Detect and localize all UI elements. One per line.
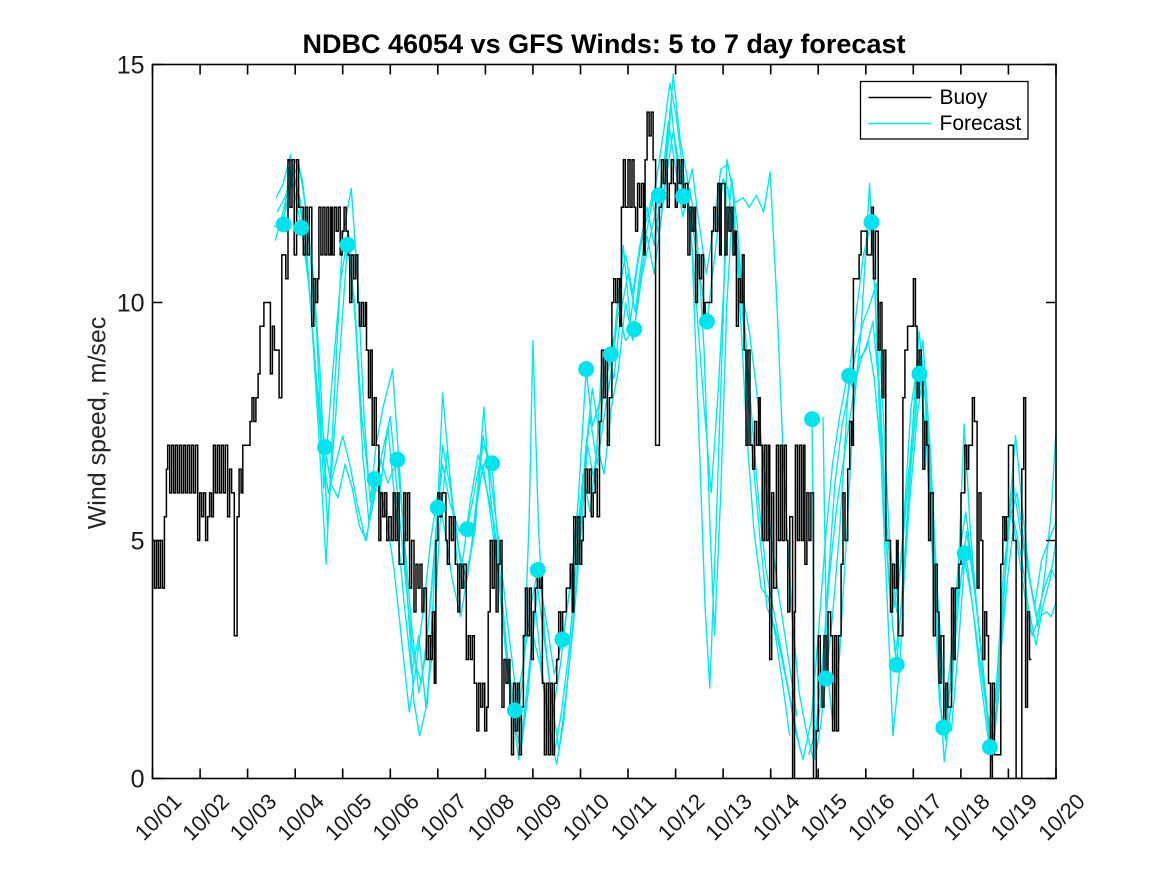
svg-text:5: 5 <box>131 528 145 556</box>
svg-text:0: 0 <box>131 766 145 794</box>
svg-text:Wind speed, m/sec: Wind speed, m/sec <box>84 317 112 530</box>
svg-text:10: 10 <box>117 290 145 318</box>
svg-text:Buoy: Buoy <box>940 86 988 109</box>
svg-text:NDBC 46054 vs GFS Winds: 5 to: NDBC 46054 vs GFS Winds: 5 to 7 day fore… <box>303 29 906 59</box>
svg-text:15: 15 <box>117 52 145 80</box>
svg-text:Forecast: Forecast <box>940 112 1022 135</box>
